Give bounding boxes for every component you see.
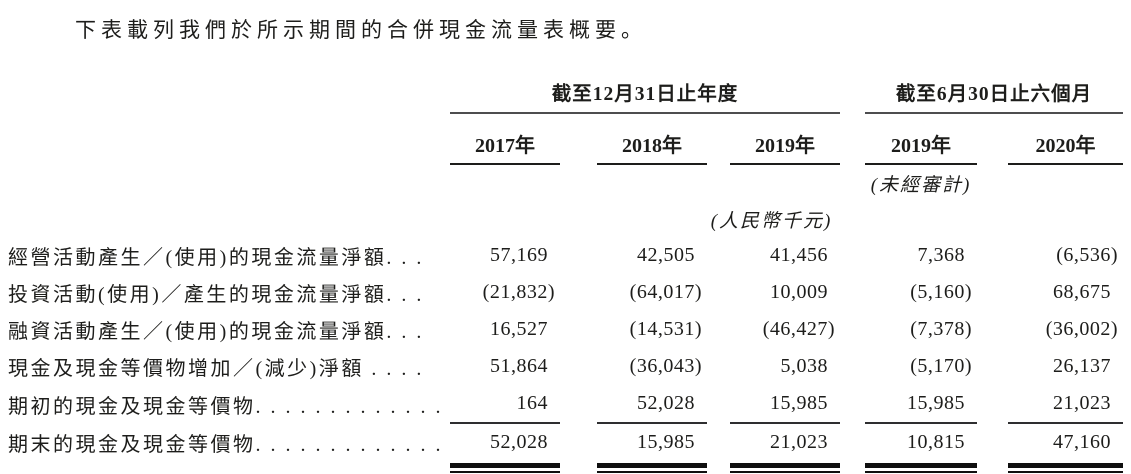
year-header-2017: 2017年: [450, 113, 560, 165]
total-rule-row: [8, 461, 1124, 474]
value-cell: 26,137: [1053, 355, 1112, 377]
value-cell: (36,002): [1045, 318, 1119, 340]
value-cell: (14,531): [629, 318, 702, 340]
table-row-investing: 投資活動(使用)／產生的現金流量淨額. . . (21,832) (64,017…: [8, 274, 1123, 311]
value-cell: 52,028: [597, 385, 707, 424]
double-rule: [450, 463, 560, 473]
column-group-row: 截至12月31日止年度 截至6月30日止六個月: [8, 68, 1124, 114]
double-rule: [1008, 463, 1124, 473]
row-label: 期初的現金及現金等價物. . . . . . . . . . . . . .: [8, 395, 450, 418]
value-cell: (5,160): [910, 281, 973, 303]
value-cell: 68,675: [1053, 281, 1112, 303]
double-rule: [597, 463, 707, 473]
unaudited-note-row: (未經審計): [8, 164, 1123, 201]
value-cell: 15,985: [637, 431, 695, 453]
value-cell: (36,043): [629, 355, 702, 377]
year-header-2020: 2020年: [1008, 113, 1124, 165]
value-cell: 5,038: [780, 355, 829, 377]
group-gap: [840, 68, 865, 113]
cashflow-table: 截至12月31日止年度 截至6月30日止六個月 2017年 2018年 2019…: [8, 68, 1124, 474]
table-row-operating: 經營活動產生／(使用)的現金流量淨額. . . 57,169 42,505 41…: [8, 237, 1123, 274]
table-row-financing: 融資活動產生／(使用)的現金流量淨額. . . 16,527 (14,531) …: [8, 311, 1123, 348]
table-row-net-change: 現金及現金等價物增加／(減少)淨額 . . . . 51,864 (36,043…: [8, 348, 1123, 385]
value-cell: 51,864: [490, 355, 548, 377]
year-header-2018: 2018年: [597, 113, 707, 165]
value-cell: (46,427): [762, 318, 836, 340]
row-label: 現金及現金等價物增加／(減少)淨額 . . . .: [8, 358, 424, 380]
value-cell: 21,023: [770, 431, 829, 453]
column-group-annual: 截至12月31日止年度: [450, 68, 841, 114]
value-cell: 10,009: [770, 281, 829, 303]
value-cell: 16,527: [490, 318, 548, 340]
value-cell: 10,815: [907, 431, 966, 453]
value-cell: 15,985: [730, 385, 841, 424]
intro-text: 下表載列我們於所示期間的合併現金流量表概要。: [75, 18, 647, 42]
value-cell: 164: [450, 385, 560, 424]
double-rule: [865, 463, 978, 473]
value-cell: (21,832): [482, 281, 555, 303]
row-label: 融資活動產生／(使用)的現金流量淨額. . .: [8, 321, 424, 343]
row-label: 期末的現金及現金等價物. . . . . . . . . . . . . .: [8, 433, 450, 456]
table-row-ending-cash: 期末的現金及現金等價物. . . . . . . . . . . . . . 5…: [8, 423, 1123, 461]
value-cell: 41,456: [770, 244, 829, 266]
note-unaudited: (未經審計): [870, 174, 972, 196]
double-rule: [730, 463, 841, 473]
value-cell: 7,368: [917, 244, 966, 266]
currency-note-row: (人民幣千元): [8, 201, 1123, 237]
column-group-interim: 截至6月30日止六個月: [865, 68, 1124, 114]
value-cell: 47,160: [1053, 431, 1112, 453]
value-cell: (5,170): [910, 355, 973, 377]
year-header-2019: 2019年: [730, 113, 841, 165]
value-cell: 15,985: [865, 385, 978, 424]
row-label: 投資活動(使用)／產生的現金流量淨額. . .: [8, 284, 424, 306]
value-cell: 42,505: [637, 244, 695, 266]
year-header-2019-interim: 2019年: [865, 113, 978, 165]
value-cell: 52,028: [490, 431, 548, 453]
note-currency-unit: (人民幣千元): [710, 210, 833, 232]
value-cell: 57,169: [490, 244, 548, 266]
value-cell: (6,536): [1056, 244, 1119, 266]
value-cell: (64,017): [629, 281, 702, 303]
table-row-beginning-cash: 期初的現金及現金等價物. . . . . . . . . . . . . . 1…: [8, 385, 1124, 424]
value-cell: 21,023: [1008, 385, 1124, 424]
value-cell: (7,378): [910, 318, 973, 340]
year-header-row: 2017年 2018年 2019年 2019年 2020年: [8, 113, 1124, 165]
row-label: 經營活動產生／(使用)的現金流量淨額. . .: [8, 247, 424, 269]
